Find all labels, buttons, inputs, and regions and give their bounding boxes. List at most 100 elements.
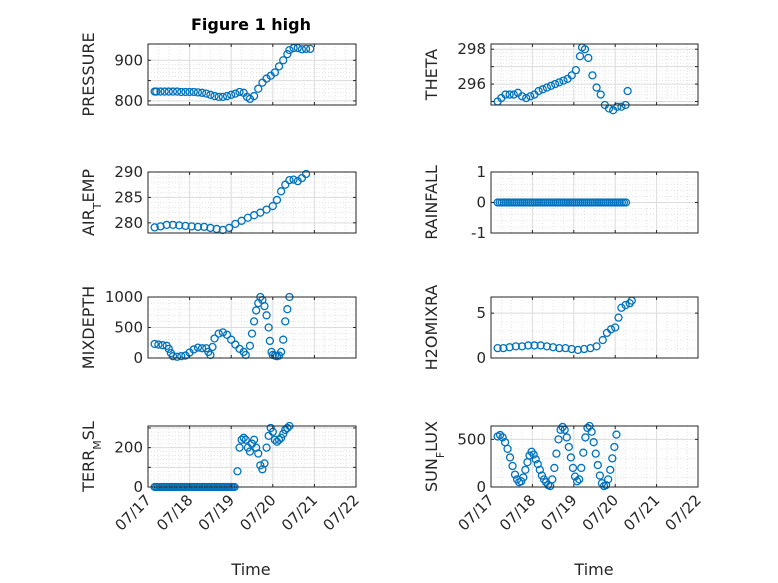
y-axis-label: PRESSURE bbox=[79, 32, 98, 116]
data-point bbox=[150, 223, 159, 232]
data-point bbox=[202, 89, 211, 98]
data-point bbox=[185, 87, 194, 97]
data-point bbox=[498, 433, 507, 442]
data-point bbox=[587, 427, 596, 436]
data-point bbox=[517, 92, 527, 101]
data-point bbox=[210, 334, 219, 343]
data-point bbox=[551, 79, 560, 89]
data-point bbox=[206, 90, 215, 99]
data-point bbox=[567, 71, 576, 80]
subplot-theta: 296 298 THETA bbox=[422, 40, 699, 115]
data-point bbox=[608, 454, 617, 463]
data-point bbox=[245, 447, 255, 456]
data-point bbox=[530, 341, 539, 350]
y-axis-label: MIXDEPTH bbox=[79, 286, 98, 369]
data-point bbox=[252, 306, 261, 315]
y-tick-label: 0 bbox=[476, 478, 486, 496]
data-point bbox=[495, 430, 505, 440]
data-point bbox=[193, 343, 203, 352]
data-point bbox=[621, 198, 631, 207]
data-point bbox=[260, 459, 269, 468]
data-point bbox=[214, 92, 223, 102]
data-point bbox=[529, 450, 538, 459]
data-point bbox=[237, 435, 246, 444]
data-point bbox=[189, 345, 198, 354]
axes-box bbox=[490, 43, 699, 106]
data-point bbox=[542, 342, 552, 351]
data-point bbox=[224, 223, 234, 233]
data-point bbox=[168, 87, 178, 96]
data-point bbox=[245, 341, 255, 350]
data-point bbox=[503, 444, 512, 454]
data-point bbox=[279, 335, 288, 344]
data-point bbox=[181, 87, 190, 97]
data-point bbox=[510, 470, 520, 479]
y-axis-label: SUNFLUX bbox=[422, 421, 447, 492]
data-point bbox=[571, 65, 581, 75]
data-point bbox=[175, 221, 184, 230]
data-point bbox=[592, 83, 601, 92]
data-point bbox=[623, 86, 632, 96]
y-tick-label: 5 bbox=[476, 304, 486, 322]
data-point bbox=[289, 43, 298, 53]
data-point bbox=[293, 43, 302, 53]
data-point bbox=[611, 323, 620, 332]
data-point bbox=[550, 463, 559, 473]
data-point bbox=[256, 461, 265, 470]
x-tick-label: 07/17 bbox=[112, 491, 155, 534]
data-point bbox=[536, 341, 545, 350]
y-axis-label: H2OMIXRA bbox=[422, 285, 441, 371]
data-point bbox=[231, 340, 240, 349]
y-tick-label: 1 bbox=[476, 163, 486, 181]
data-point bbox=[227, 90, 236, 99]
data-point bbox=[575, 52, 585, 61]
subplot-h2omixra: 0 5 H2OMIXRA bbox=[422, 285, 699, 371]
data-point bbox=[606, 325, 616, 334]
data-point bbox=[604, 475, 613, 484]
data-point bbox=[606, 465, 615, 474]
data-point bbox=[580, 45, 590, 54]
data-point bbox=[193, 222, 203, 232]
data-point bbox=[613, 102, 622, 111]
y-tick-label: 298 bbox=[457, 40, 486, 58]
data-point bbox=[247, 329, 257, 338]
subplot-rainfall: -1 0 1 RAINFALL bbox=[422, 163, 699, 242]
data-point bbox=[591, 449, 600, 458]
x-tick-label: 07/22 bbox=[662, 491, 705, 534]
y-tick-label: 200 bbox=[114, 439, 143, 457]
y-tick-label: -1 bbox=[471, 224, 486, 242]
data-point bbox=[573, 345, 583, 355]
data-point bbox=[610, 442, 619, 452]
data-point bbox=[177, 87, 186, 97]
data-point bbox=[499, 343, 508, 353]
data-point bbox=[285, 45, 294, 55]
data-point bbox=[301, 169, 311, 179]
subplot-air_temp: 280 285 290 AIRTEMP bbox=[79, 163, 357, 236]
y-tick-label: 900 bbox=[114, 51, 143, 69]
data-point bbox=[508, 461, 517, 471]
y-axis-label: THETA bbox=[422, 49, 441, 101]
data-point bbox=[272, 195, 282, 205]
data-point bbox=[552, 449, 561, 458]
data-point bbox=[222, 91, 232, 101]
x-tick-label: 07/21 bbox=[278, 491, 321, 534]
y-axis-label: RAINFALL bbox=[422, 165, 441, 240]
axes-box bbox=[490, 296, 699, 359]
data-point bbox=[617, 102, 626, 111]
data-point bbox=[505, 343, 514, 352]
data-point bbox=[156, 87, 165, 96]
data-point bbox=[575, 475, 584, 484]
y-tick-label: 0 bbox=[476, 349, 486, 367]
data-point bbox=[593, 460, 602, 470]
data-point bbox=[301, 44, 311, 54]
data-point bbox=[596, 90, 605, 99]
data-point bbox=[548, 343, 558, 352]
axes-box bbox=[147, 43, 357, 106]
data-point bbox=[621, 300, 630, 310]
data-point bbox=[283, 50, 292, 59]
data-point bbox=[233, 467, 242, 476]
data-point bbox=[254, 449, 263, 458]
x-tick-label: 07/18 bbox=[496, 491, 539, 534]
data-point bbox=[197, 88, 207, 97]
